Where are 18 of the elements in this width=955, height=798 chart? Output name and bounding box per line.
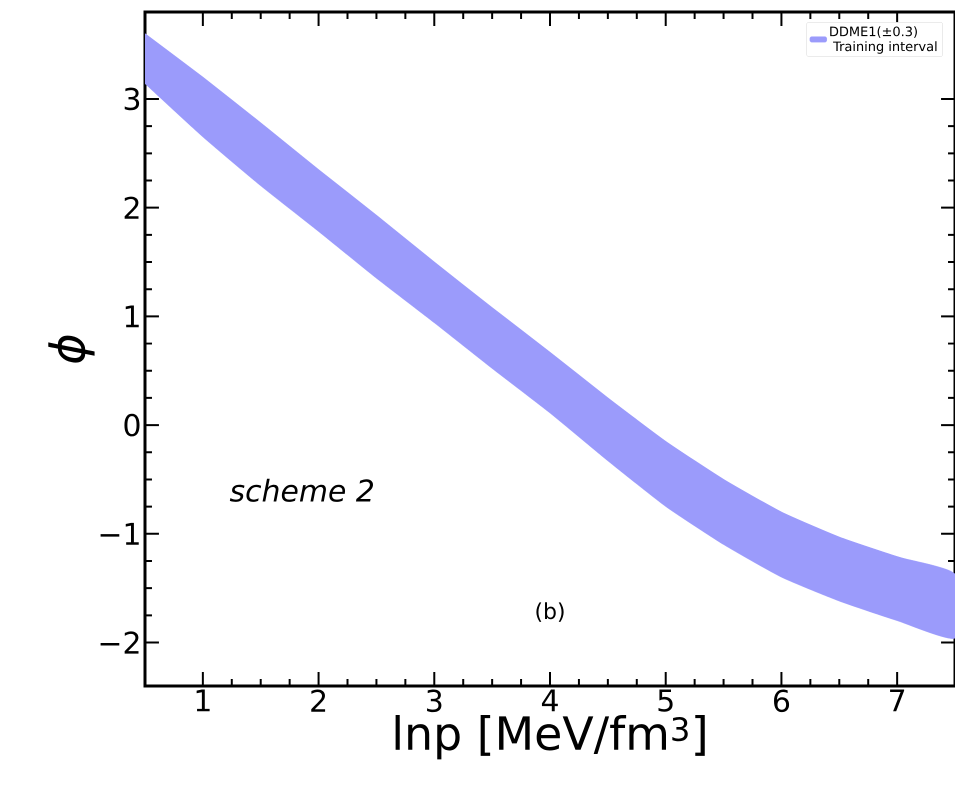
x-tick-label: 4 xyxy=(542,690,558,712)
annotation: (b) xyxy=(536,602,564,622)
x-tick-label: 2 xyxy=(311,690,326,712)
x-tick-label: 1 xyxy=(196,690,210,712)
x-tick-label: 7 xyxy=(890,690,904,712)
legend-label: DDME1(±0.3) Training interval xyxy=(830,26,936,54)
y-tick-label: 0 xyxy=(124,414,140,436)
y-tick-label: 2 xyxy=(124,196,138,219)
x-tick-label: 3 xyxy=(427,690,442,712)
x-axis-title: lnp [MeV/fm$^{3}$] xyxy=(396,714,705,760)
annotation: scheme 2 xyxy=(230,478,373,502)
x-tick-label: 5 xyxy=(658,690,673,712)
y-tick-label: 3 xyxy=(124,88,140,110)
y-tick-label: −2 xyxy=(100,631,138,654)
x-tick-label: 6 xyxy=(774,690,790,712)
y-tick-label: 1 xyxy=(126,305,139,328)
y-tick-label: −1 xyxy=(100,522,139,545)
y-axis-title: ϕ xyxy=(48,336,95,363)
